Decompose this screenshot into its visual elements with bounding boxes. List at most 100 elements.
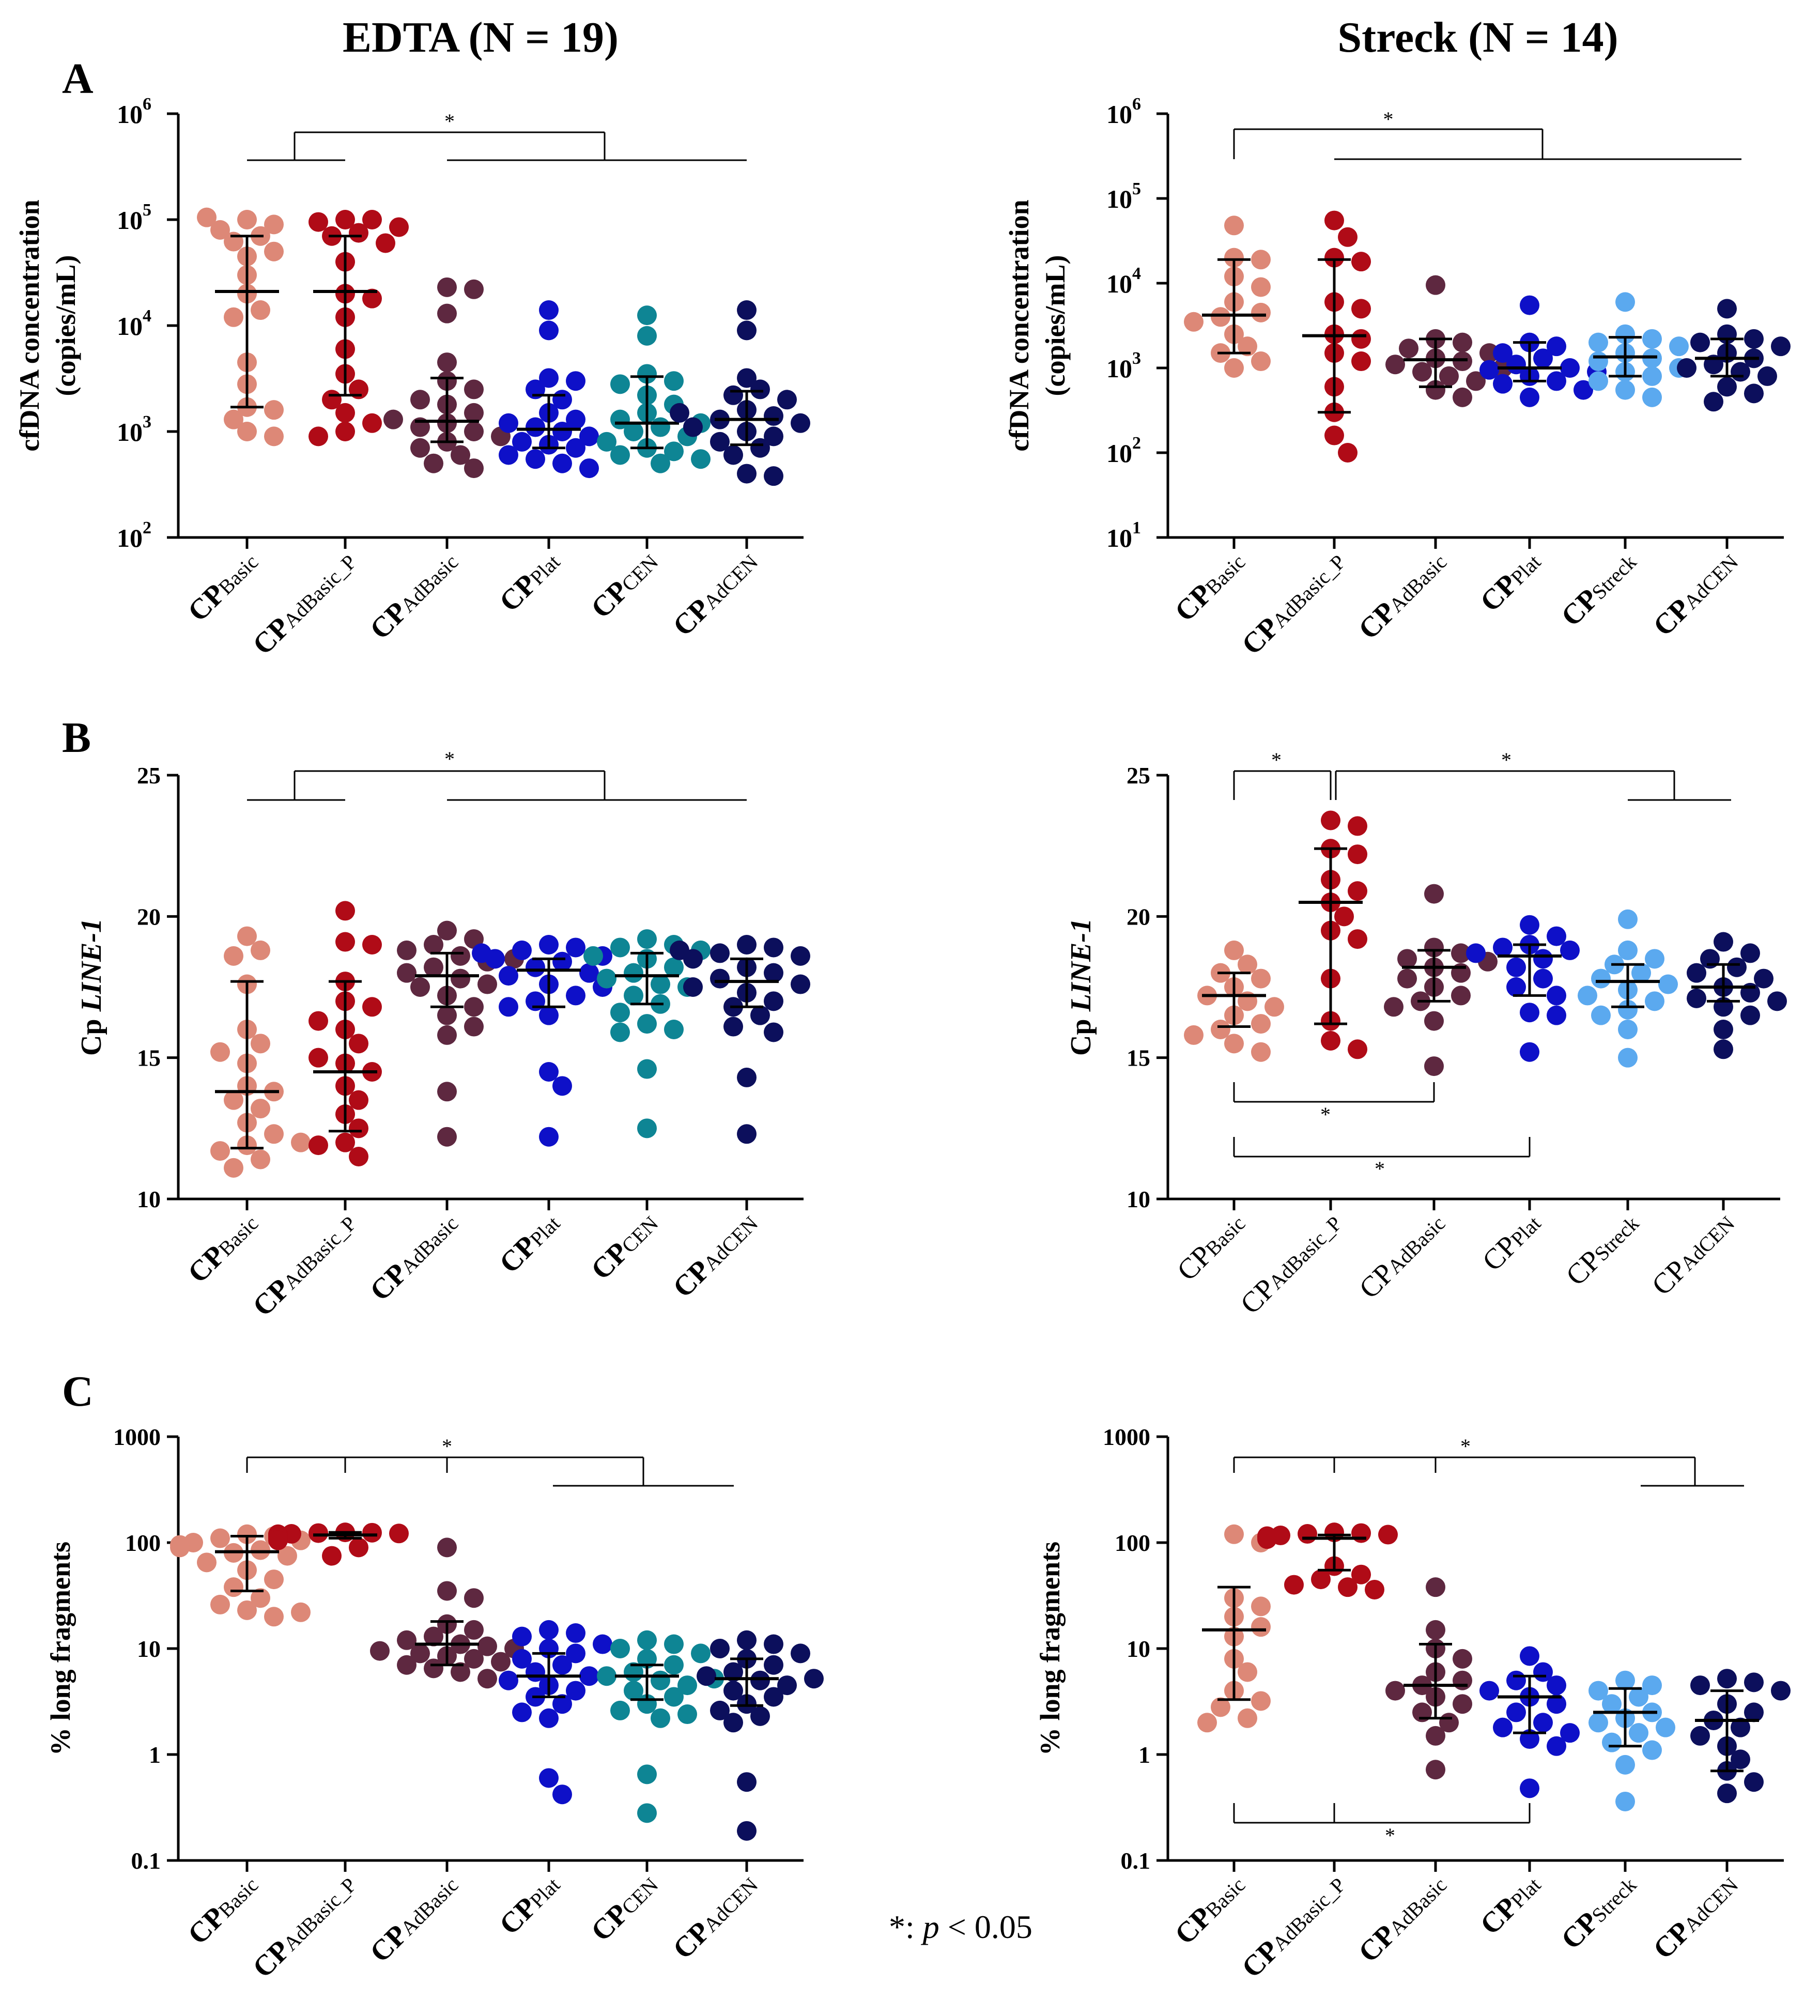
data-point [539,1127,559,1147]
data-point [1211,307,1230,327]
data-point [583,946,603,966]
y-axis-label: % long fragments [45,1542,76,1756]
data-point [277,1546,297,1566]
x-tick-label: CPStreck [1555,1868,1642,1956]
data-point [1251,1691,1271,1711]
x-tick-label: CPBasic [182,545,264,627]
data-point [1690,1675,1710,1696]
data-point [1506,1702,1526,1722]
x-tick-label: CPStreck [1560,1207,1645,1292]
data-point [251,1588,270,1608]
data-point [499,1670,518,1690]
data-point [1591,1005,1611,1025]
x-tick-label: CPAdCEN [667,1868,764,1965]
data-point [349,223,368,243]
data-point [464,403,484,423]
data-point [1426,1577,1445,1597]
data-point [791,1643,810,1664]
y-tick-label: 104 [1106,264,1141,298]
group-cpbasic: CPBasic [1169,216,1271,628]
data-point [349,1537,368,1558]
y-tick-label: 0.1 [131,1848,161,1874]
data-point [1629,1687,1648,1707]
data-point [237,926,257,946]
data-point [1547,371,1566,391]
data-point [737,1630,757,1650]
data-point [1506,957,1526,977]
data-point [664,441,684,461]
data-point [737,300,757,320]
y-tick-label: 103 [1106,349,1141,383]
data-point [1602,1732,1622,1752]
data-point [1251,351,1271,372]
group-cpbasic: CPBasic [182,926,311,1289]
data-point [737,1772,757,1792]
data-point [224,946,243,966]
data-point [691,449,711,469]
data-point [1184,1025,1204,1045]
data-point [437,1127,457,1147]
y-tick-label: 20 [1127,903,1150,930]
data-point [1453,387,1472,407]
data-point [224,1090,243,1110]
data-point [335,422,355,441]
data-point [579,458,599,479]
data-point [389,217,409,237]
x-tick-label: CPAdCEN [667,545,764,642]
data-point [1453,1670,1472,1690]
data-point [750,1005,770,1025]
data-point [1520,1003,1539,1023]
x-tick-label: CPAdBasic_P [246,1868,362,1984]
data-point [1351,252,1371,272]
y-tick-label: 10 [137,1636,161,1662]
data-point [1642,387,1662,407]
data-point [1311,1569,1331,1590]
data-point [1351,1564,1371,1584]
data-point [624,986,643,1006]
data-point [1351,1523,1371,1543]
data-point [1251,302,1271,322]
group-cpadbasic_p: CPAdBasic_P [246,1522,409,1984]
data-point [1618,1020,1638,1039]
data-point [383,409,403,429]
data-point [1520,295,1539,315]
data-point [1717,1669,1737,1689]
data-point [1351,299,1371,319]
data-point [437,277,457,297]
significance-bracket: * [1335,748,1731,801]
group-cpstreck: CPStreck [1555,292,1689,633]
data-point [737,464,757,484]
row-label-a: A [62,55,94,103]
data-point [491,1652,511,1672]
data-point [1642,1740,1662,1760]
data-point [664,1020,684,1039]
data-point [499,997,518,1017]
data-point [251,1034,270,1054]
column-title-streck: Streck (N = 14) [1337,13,1618,61]
data-point [251,1540,270,1560]
data-point [683,417,703,437]
data-point [1714,932,1733,952]
data-point [526,417,545,437]
data-point [710,432,730,452]
data-point [1238,1708,1257,1728]
data-point [1412,362,1432,382]
data-point [362,288,382,309]
data-point [670,940,689,960]
data-point [637,1630,657,1650]
data-point [291,1132,311,1152]
y-tick-label: 1000 [1103,1424,1150,1450]
data-point [539,368,559,388]
data-point [737,935,757,955]
data-point [1615,1755,1635,1775]
data-point [566,371,585,391]
group-cpcen: CPCEN [585,305,711,625]
significance-bracket: * [1233,1435,1744,1487]
data-point [362,1522,382,1543]
data-point [499,445,518,465]
data-point [1238,336,1257,357]
data-point [1338,443,1358,463]
x-tick-label: CPAdCEN [1647,1868,1744,1965]
data-point [1238,1662,1257,1682]
data-point [1451,986,1471,1006]
